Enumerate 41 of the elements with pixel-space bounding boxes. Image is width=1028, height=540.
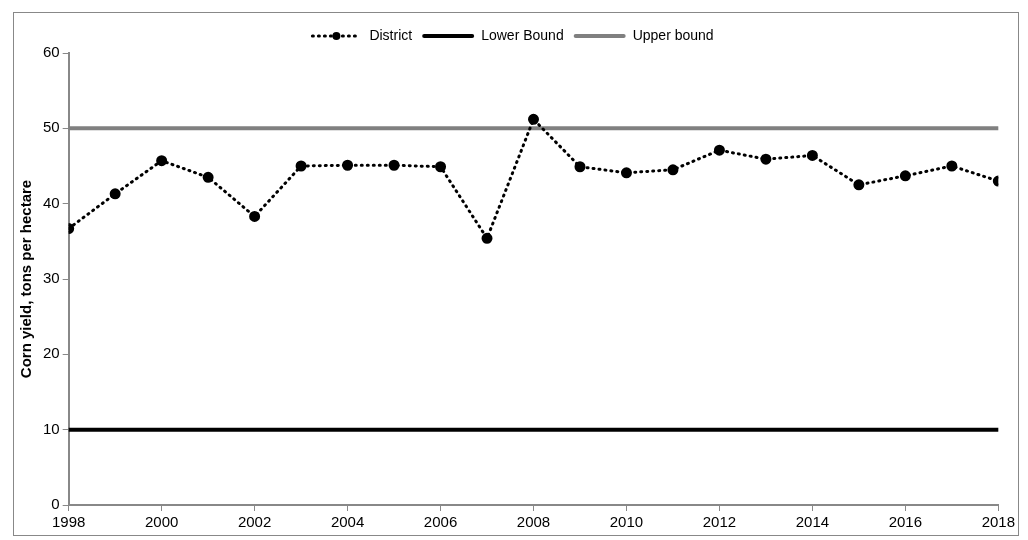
x-tick-label: 2004 — [330, 513, 365, 531]
point — [295, 160, 307, 172]
y-tick-label: 50 — [43, 118, 60, 136]
legend-label: Upper bound — [632, 26, 714, 43]
point — [388, 159, 400, 171]
y-tick-label: 40 — [43, 193, 60, 211]
x-tick-label: 2016 — [888, 513, 923, 531]
y-tick-label: 0 — [51, 495, 60, 513]
point — [249, 210, 261, 222]
point — [342, 159, 354, 171]
x-tick-label: 1998 — [52, 513, 86, 531]
point — [853, 179, 865, 191]
point — [109, 188, 121, 200]
x-tick-label: 2012 — [702, 513, 737, 531]
point — [435, 161, 447, 173]
point — [713, 144, 725, 156]
point — [156, 155, 168, 167]
point — [806, 149, 818, 161]
point — [946, 160, 958, 172]
x-tick-label: 2000 — [144, 513, 179, 531]
y-tick-label: 30 — [43, 269, 60, 287]
y-axis-title: Corn yield, tons per hectare — [17, 179, 35, 379]
x-tick-label: 2008 — [516, 513, 551, 531]
point — [528, 113, 539, 125]
point — [760, 153, 772, 165]
point — [202, 171, 214, 183]
x-tick-label: 2006 — [423, 513, 458, 531]
point — [481, 232, 493, 244]
legend-label: District — [369, 26, 413, 43]
point — [899, 170, 911, 182]
x-tick-label: 2014 — [795, 513, 830, 531]
legend-label: Lower Bound — [481, 26, 564, 43]
point — [620, 167, 632, 179]
point — [574, 161, 586, 173]
x-tick-label: 2002 — [237, 513, 272, 531]
y-tick-label: 20 — [43, 344, 60, 362]
y-tick-label: 60 — [43, 43, 60, 61]
y-tick-label: 10 — [43, 419, 60, 437]
point — [667, 164, 679, 176]
x-tick-label: 2010 — [609, 513, 644, 531]
x-tick-label: 2018 — [981, 513, 1015, 531]
